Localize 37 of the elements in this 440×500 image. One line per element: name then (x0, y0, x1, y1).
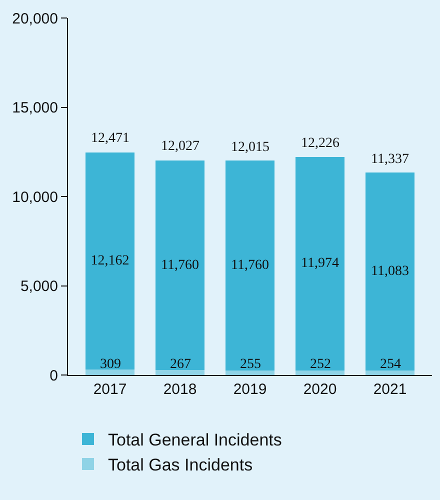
data-label: 309 (100, 357, 121, 372)
x-tick-label: 2020 (303, 381, 337, 398)
x-tick-label: 2019 (233, 381, 267, 398)
x-tick-label: 2021 (373, 381, 407, 398)
bar (296, 370, 344, 375)
y-tick-label: 10,000 (12, 188, 58, 206)
bar (156, 370, 204, 375)
bar (366, 172, 414, 370)
total-label: 12,226 (301, 136, 340, 151)
data-label: 11,083 (371, 264, 409, 280)
data-label: 267 (170, 357, 191, 372)
x-tick-label: 2017 (93, 381, 127, 398)
legend-label: Total Gas Incidents (108, 456, 253, 475)
bar (226, 160, 274, 370)
total-label: 11,337 (371, 152, 409, 167)
x-tick-label: 2018 (163, 381, 197, 398)
bar (296, 156, 344, 370)
data-label: 11,974 (301, 256, 339, 272)
bar (226, 370, 274, 375)
legend-label: Total General Incidents (108, 430, 282, 450)
data-label: 255 (240, 357, 261, 372)
data-label: 12,162 (90, 253, 130, 268)
y-tick-label: 0 (50, 367, 58, 384)
bar (156, 160, 204, 370)
y-tick-label: 5,000 (20, 278, 58, 295)
total-label: 12,015 (231, 140, 270, 155)
total-label: 12,471 (91, 131, 130, 146)
data-label: 11,760 (231, 258, 269, 273)
data-label: 254 (380, 357, 401, 372)
total-label: 12,027 (161, 139, 200, 154)
bar (86, 369, 134, 375)
bar (86, 152, 134, 370)
data-label: 252 (310, 357, 331, 372)
y-tick-label: 20,000 (12, 10, 58, 28)
y-tick-label: 15,000 (12, 100, 58, 116)
data-label: 11,760 (161, 258, 199, 273)
bar (366, 370, 414, 375)
